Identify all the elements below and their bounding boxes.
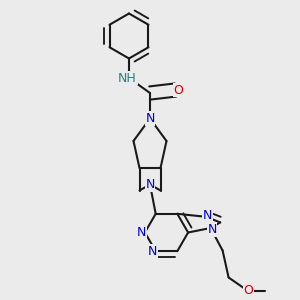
Text: N: N [207, 223, 217, 236]
Text: N: N [145, 178, 155, 191]
Text: NH: NH [118, 71, 137, 85]
Text: N: N [137, 226, 147, 239]
Text: O: O [174, 83, 183, 97]
Text: N: N [202, 209, 212, 222]
Text: N: N [148, 245, 158, 258]
Text: O: O [243, 284, 253, 298]
Text: N: N [145, 112, 155, 125]
